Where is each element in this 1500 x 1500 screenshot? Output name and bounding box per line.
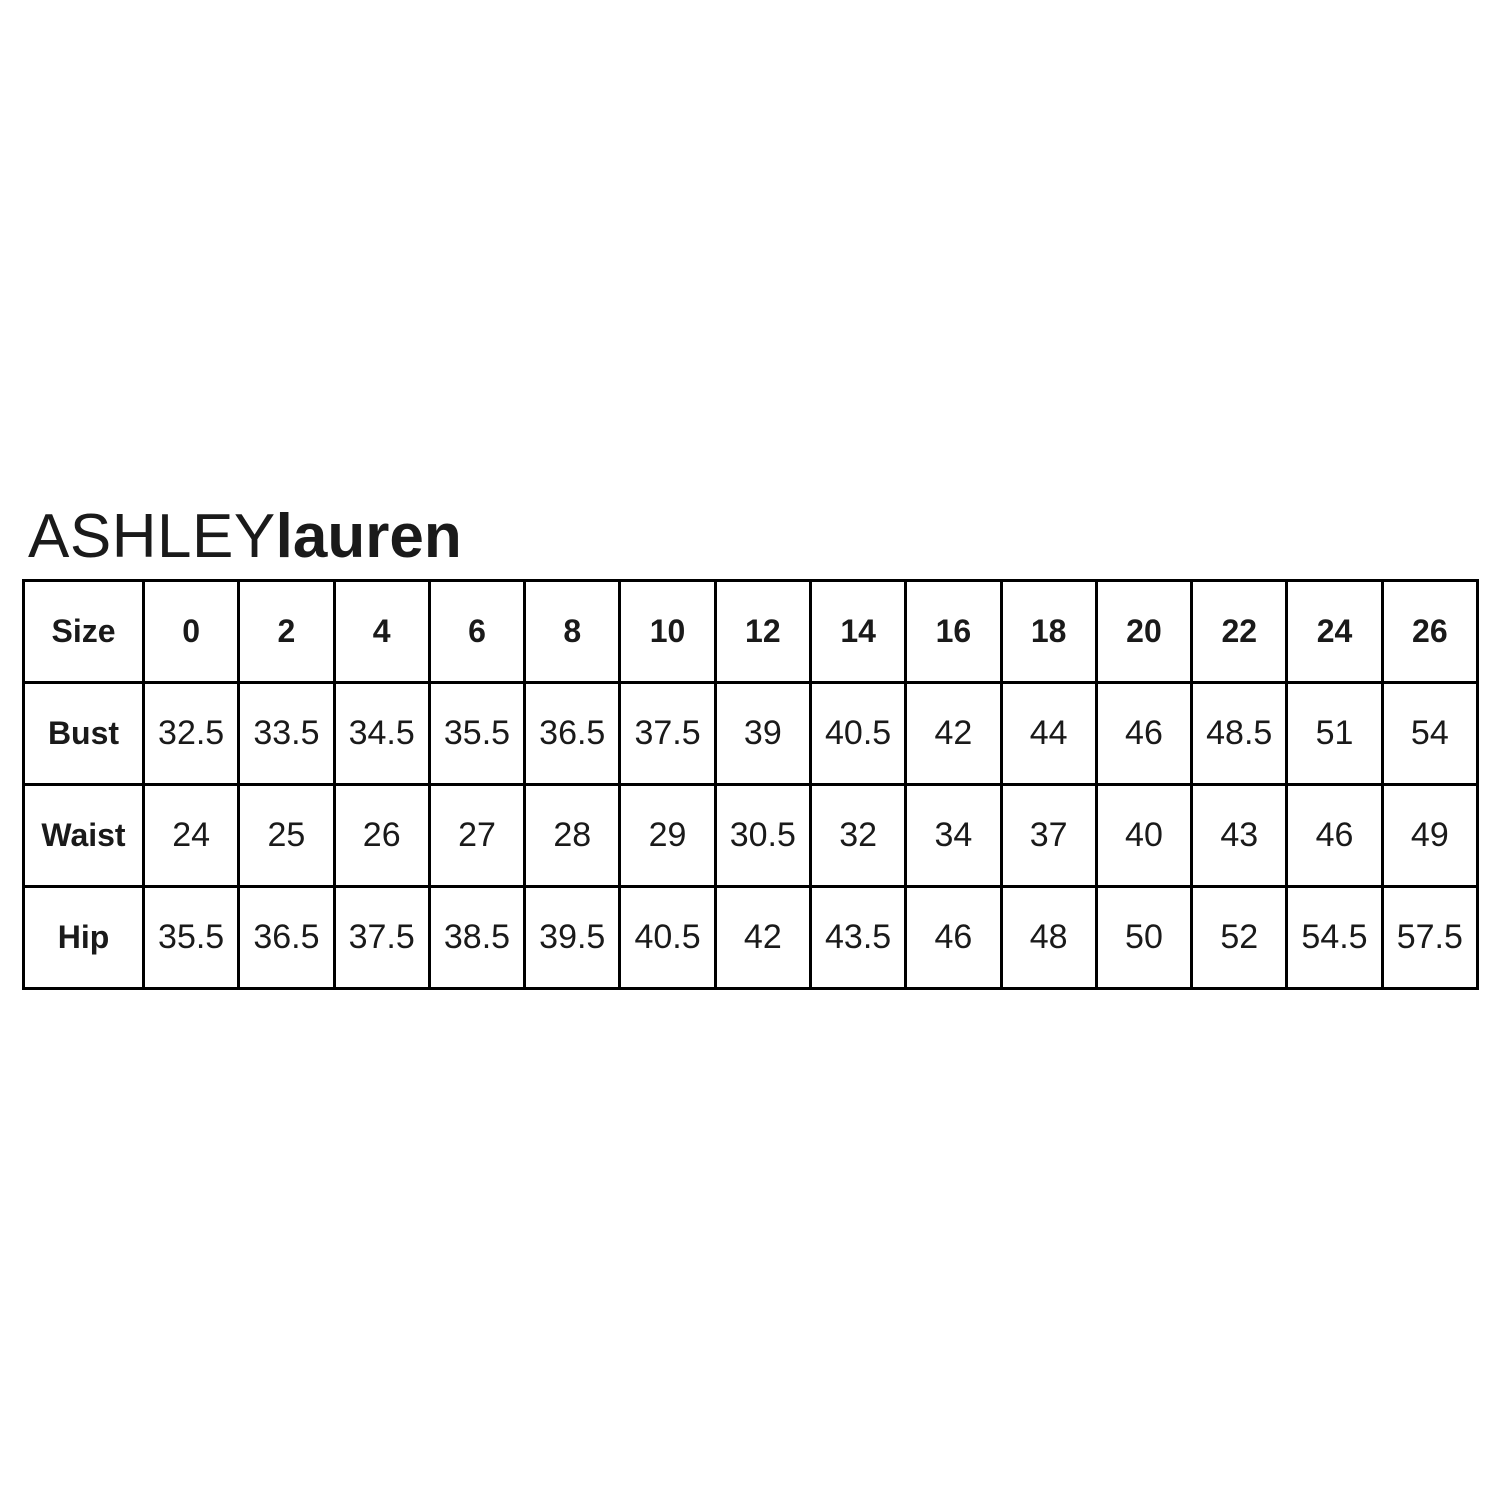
measurement-cell: 39 (713, 681, 812, 786)
measurement-cell: 46 (1285, 783, 1384, 888)
measurement-cell: 35.5 (141, 885, 241, 990)
measurement-cell: 38.5 (427, 885, 527, 990)
measurement-cell: 29 (618, 783, 717, 888)
measurement-cell: 48 (999, 885, 1098, 990)
size-chart-body: Bust 32.5 33.5 34.5 35.5 36.5 37.5 39 40.5 42 44 46… (22, 681, 1480, 990)
measurement-cell: 36.5 (523, 681, 622, 786)
measurement-cell: 26 (332, 783, 431, 888)
column-header: 12 (713, 579, 812, 684)
column-header: 4 (332, 579, 431, 684)
row-label: Bust (22, 681, 145, 786)
table-row: Bust 32.5 33.5 34.5 35.5 36.5 37.5 39 40.5 42 44 46… (22, 681, 1480, 786)
column-header: 20 (1094, 579, 1194, 684)
measurement-cell: 52 (1190, 885, 1289, 990)
column-header: 14 (808, 579, 908, 684)
table-row: Hip 35.5 36.5 37.5 38.5 39.5 40.5 42 43.5 46 48 50 5… (22, 885, 1480, 990)
measurement-cell: 33.5 (237, 681, 336, 786)
column-header: 22 (1190, 579, 1289, 684)
measurement-cell: 35.5 (427, 681, 527, 786)
measurement-cell: 44 (999, 681, 1098, 786)
measurement-cell: 43 (1190, 783, 1289, 888)
measurement-cell: 49 (1380, 783, 1480, 888)
size-chart-head: Size 0 2 4 6 8 10 12 14 16 18 20 22 24 26 (22, 579, 1480, 684)
measurement-cell: 40 (1094, 783, 1194, 888)
measurement-cell: 27 (427, 783, 527, 888)
measurement-cell: 54 (1380, 681, 1480, 786)
column-header: 16 (904, 579, 1003, 684)
size-chart-table: Size 0 2 4 6 8 10 12 14 16 18 20 22 24 26 Bust 32.5 33.5… (22, 579, 1480, 990)
size-header-cell: Size (22, 579, 145, 684)
column-header: 0 (141, 579, 241, 684)
measurement-cell: 39.5 (523, 885, 622, 990)
measurement-cell: 42 (713, 885, 812, 990)
measurement-cell: 40.5 (618, 885, 717, 990)
measurement-cell: 30.5 (713, 783, 812, 888)
measurement-cell: 43.5 (808, 885, 908, 990)
measurement-cell: 25 (237, 783, 336, 888)
measurement-cell: 50 (1094, 885, 1194, 990)
measurement-cell: 46 (1094, 681, 1194, 786)
measurement-cell: 32.5 (141, 681, 241, 786)
column-header: 2 (237, 579, 336, 684)
header-row: Size 0 2 4 6 8 10 12 14 16 18 20 22 24 26 (22, 579, 1480, 684)
column-header: 18 (999, 579, 1098, 684)
measurement-cell: 42 (904, 681, 1003, 786)
measurement-cell: 37.5 (618, 681, 717, 786)
row-label: Hip (22, 885, 145, 990)
measurement-cell: 37 (999, 783, 1098, 888)
measurement-cell: 51 (1285, 681, 1384, 786)
column-header: 8 (523, 579, 622, 684)
row-label: Waist (22, 783, 145, 888)
measurement-cell: 34.5 (332, 681, 431, 786)
column-header: 6 (427, 579, 527, 684)
measurement-cell: 40.5 (808, 681, 908, 786)
measurement-cell: 24 (141, 783, 241, 888)
measurement-cell: 54.5 (1285, 885, 1384, 990)
measurement-cell: 36.5 (237, 885, 336, 990)
measurement-cell: 57.5 (1380, 885, 1480, 990)
brand-name-first: ASHLEY (28, 502, 276, 571)
column-header: 26 (1380, 579, 1480, 684)
measurement-cell: 37.5 (332, 885, 431, 990)
measurement-cell: 32 (808, 783, 908, 888)
brand-logo: ASHLEYlauren (28, 506, 462, 568)
measurement-cell: 48.5 (1190, 681, 1289, 786)
column-header: 10 (618, 579, 717, 684)
measurement-cell: 34 (904, 783, 1003, 888)
table-row: Waist 24 25 26 27 28 29 30.5 32 34 37 40 43 46 49 (22, 783, 1480, 888)
column-header: 24 (1285, 579, 1384, 684)
brand-name-second: lauren (275, 502, 462, 571)
measurement-cell: 28 (523, 783, 622, 888)
measurement-cell: 46 (904, 885, 1003, 990)
